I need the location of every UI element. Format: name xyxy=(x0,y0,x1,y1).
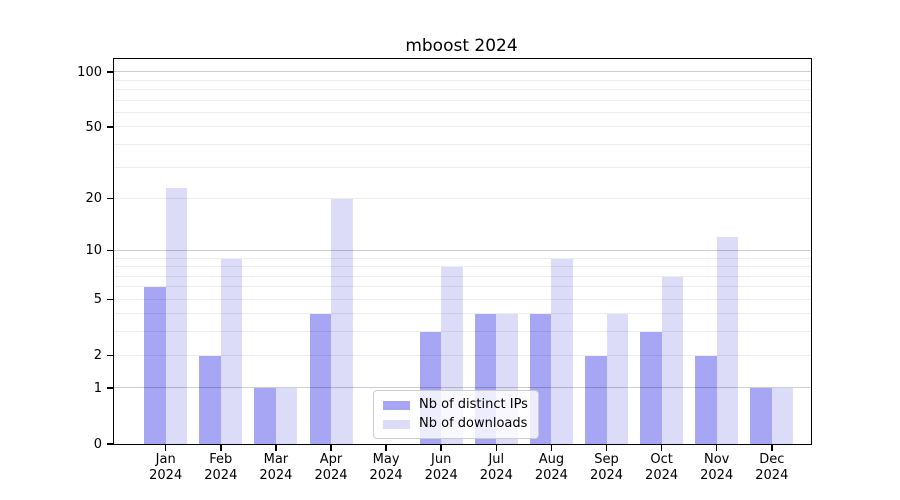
x-tick-feb xyxy=(220,444,222,451)
x-tick-may xyxy=(385,444,387,451)
gridline-9 xyxy=(114,257,811,259)
legend-item-distinct-ips: Nb of distinct IPs xyxy=(383,398,528,412)
plot-area: Nb of distinct IPs Nb of downloads 0 1 2 5 1… xyxy=(77,58,812,483)
y-tick-5 xyxy=(107,298,114,301)
x-tick-label-nov: Nov 2024 xyxy=(700,452,734,483)
gridline-90 xyxy=(114,79,811,81)
x-tick-label-apr: Apr 2024 xyxy=(314,452,348,483)
y-tick-label-0: 0 xyxy=(93,436,102,452)
y-tick-100 xyxy=(107,71,114,73)
x-tick-label-mar: Mar 2024 xyxy=(259,452,293,483)
bar-distinct-ips-sep xyxy=(585,355,607,444)
legend: Nb of distinct IPs Nb of downloads xyxy=(373,390,539,439)
bar-downloads-aug xyxy=(551,258,573,444)
x-tick-mar xyxy=(275,444,277,451)
x-tick-label-jul: Jul 2024 xyxy=(479,452,513,483)
legend-label-distinct-ips: Nb of distinct IPs xyxy=(419,397,528,412)
y-tick-label-20: 20 xyxy=(85,191,102,207)
x-tick-jun xyxy=(440,444,442,451)
y-tick-label-10: 10 xyxy=(85,243,102,259)
x-tick-label-jun: Jun 2024 xyxy=(424,452,458,483)
gridline-100 xyxy=(114,71,811,73)
bar-downloads-jan xyxy=(165,188,188,444)
x-tick-apr xyxy=(330,444,332,451)
legend-label-downloads: Nb of downloads xyxy=(419,416,528,431)
bar-distinct-ips-oct xyxy=(640,332,662,444)
bar-distinct-ips-nov xyxy=(695,355,717,444)
y-tick-label-50: 50 xyxy=(85,119,102,135)
x-tick-label-may: May 2024 xyxy=(369,452,403,483)
x-tick-oct xyxy=(660,444,663,451)
bar-distinct-ips-feb xyxy=(199,355,221,444)
x-tick-jul xyxy=(495,444,498,451)
bar-downloads-apr xyxy=(331,198,353,444)
x-tick-label-oct: Oct 2024 xyxy=(645,452,679,483)
bar-downloads-mar xyxy=(275,388,298,444)
legend-swatch-distinct-ips xyxy=(383,400,410,410)
legend-swatch-downloads xyxy=(383,419,410,429)
x-tick-dec xyxy=(771,444,773,451)
gridline-70 xyxy=(114,99,811,101)
bar-downloads-oct xyxy=(661,276,684,444)
y-tick-label-1: 1 xyxy=(93,380,102,396)
chart-title: mboost 2024 xyxy=(405,36,518,56)
y-tick-10 xyxy=(107,249,114,252)
x-tick-sep xyxy=(605,444,608,451)
bar-distinct-ips-mar xyxy=(254,388,276,444)
x-tick-label-aug: Aug 2024 xyxy=(534,452,568,483)
y-tick-0 xyxy=(107,443,114,445)
gridline-40 xyxy=(114,144,811,145)
legend-item-downloads: Nb of downloads xyxy=(383,417,528,431)
x-tick-nov xyxy=(715,444,718,451)
x-tick-aug xyxy=(550,444,553,451)
y-tick-20 xyxy=(107,197,114,200)
gridline-60 xyxy=(114,112,811,113)
y-tick-50 xyxy=(107,126,114,128)
bar-distinct-ips-apr xyxy=(309,314,331,444)
gridline-30 xyxy=(114,166,811,168)
bar-downloads-sep xyxy=(606,314,628,444)
y-tick-2 xyxy=(107,354,114,357)
y-tick-label-5: 5 xyxy=(93,292,102,308)
gridline-80 xyxy=(114,89,811,91)
x-tick-label-dec: Dec 2024 xyxy=(755,452,789,483)
x-tick-label-feb: Feb 2024 xyxy=(204,452,238,483)
bar-distinct-ips-jan xyxy=(144,287,166,444)
gridline-20 xyxy=(114,197,811,199)
x-tick-label-sep: Sep 2024 xyxy=(589,452,624,483)
gridline-50 xyxy=(114,126,811,128)
x-tick-jan xyxy=(164,444,167,451)
y-tick-label-100: 100 xyxy=(77,64,102,80)
y-tick-1 xyxy=(107,387,114,389)
bar-downloads-feb xyxy=(220,258,243,444)
x-tick-label-jan: Jan 2024 xyxy=(149,452,183,483)
gridline-10 xyxy=(114,249,811,251)
bar-distinct-ips-dec xyxy=(750,388,772,444)
bar-downloads-dec xyxy=(771,388,794,444)
y-tick-label-2: 2 xyxy=(93,348,102,364)
bar-downloads-nov xyxy=(716,237,739,444)
